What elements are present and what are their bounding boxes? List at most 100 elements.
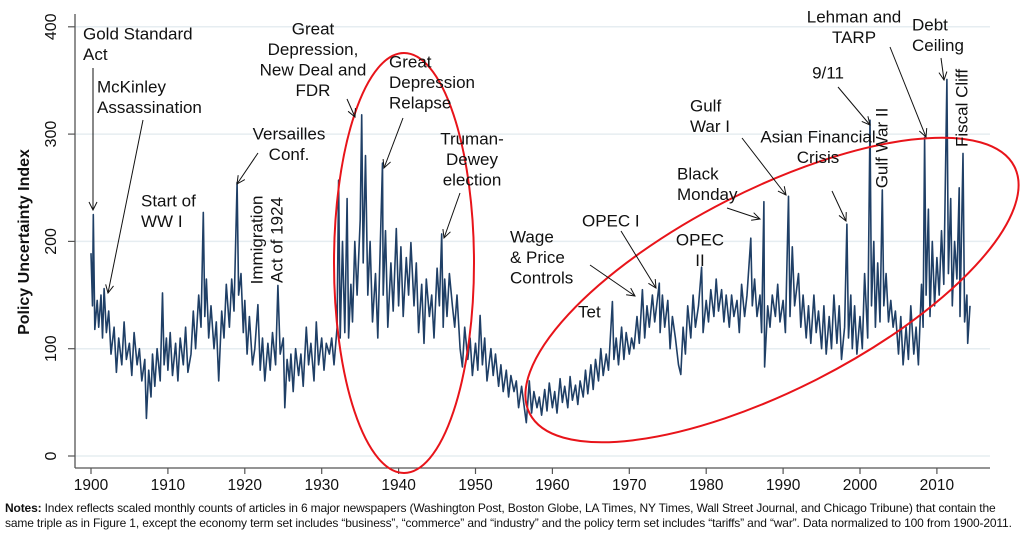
annotation-label: Act of 1924: [267, 197, 286, 283]
annotation-label: Relapse: [389, 93, 451, 112]
annotation-arrow: [620, 230, 656, 288]
annotation: 9/11: [812, 63, 870, 125]
x-tick-label: 2010: [920, 477, 955, 494]
notes-text: Index reflects scaled monthly counts of …: [5, 501, 1012, 530]
annotation-label: TARP: [832, 28, 876, 47]
x-tick-label: 1900: [74, 477, 109, 494]
annotation: Great Depression,New Deal and FDR: [260, 19, 366, 117]
annotation-label: & Price: [510, 248, 565, 267]
y-axis-label: Policy Uncertainty Index: [16, 149, 33, 335]
series-line: [90, 78, 971, 424]
annotation-label: Lehman and: [807, 7, 902, 26]
annotation-arrow: [741, 137, 786, 195]
x-tick-label: 1920: [228, 477, 263, 494]
annotation-label: Immigration: [247, 196, 266, 285]
annotation-label: OPEC I: [582, 211, 640, 230]
annotation-arrow: [889, 46, 926, 137]
annotation-label: War I: [690, 117, 730, 136]
annotation: Gulf War I: [690, 96, 786, 195]
x-tick-label: 1980: [689, 477, 724, 494]
y-tick-label: 200: [43, 228, 60, 255]
annotation-arrow: [346, 98, 355, 117]
annotation-arrow: [237, 152, 259, 184]
annotation-label: FDR: [296, 81, 331, 100]
annotation-label: Tet: [578, 302, 601, 321]
notes-label: Notes:: [5, 501, 42, 515]
annotation-label: Depression,: [268, 40, 359, 59]
annotation-label: Truman-: [440, 129, 504, 148]
highlight-ellipse-modern: [524, 136, 1020, 444]
annotation-label: Conf.: [269, 145, 310, 164]
annotation-arrow: [831, 190, 846, 221]
annotation: Gulf War II: [872, 108, 891, 189]
annotation: Asian Financial Crisis: [760, 127, 876, 221]
figure-notes: Notes: Index reflects scaled monthly cou…: [5, 501, 1020, 531]
annotation: OPEC I: [582, 211, 656, 288]
annotation-label: Fiscal Cliff: [952, 69, 971, 147]
annotation-label: Gold Standard: [83, 24, 193, 43]
annotation-arrow: [941, 57, 944, 80]
annotation-label: 9/11: [812, 63, 844, 82]
x-tick-label: 1950: [458, 477, 493, 494]
annotation: Immigration Act of 1924: [247, 196, 286, 285]
annotation-arrow: [726, 207, 760, 219]
annotation-arrow: [384, 117, 404, 168]
y-tick-label: 300: [43, 121, 60, 148]
annotation: OPEC II: [676, 230, 724, 270]
x-tick-label: 2000: [843, 477, 878, 494]
annotations: Gold Standard Act McKinley Assassination Sta…: [83, 7, 971, 321]
y-tick-label: 0: [43, 451, 60, 460]
annotation-label: Gulf: [690, 96, 721, 115]
policy-uncertainty-chart: 0 100 200 300 400 1900 1910 1920 1930 1940 1950 196…: [16, 7, 1020, 494]
y-tick-label: 100: [43, 335, 60, 362]
annotation: Black Monday: [677, 164, 760, 219]
annotation-label: Great: [389, 52, 432, 71]
annotation-label: McKinley: [97, 77, 166, 96]
uncertainty-index-line: [90, 78, 971, 424]
annotation-label: Assassination: [97, 98, 202, 117]
annotation-label: Depression: [389, 73, 475, 92]
annotation-arrow: [444, 192, 461, 238]
annotation-arrow: [589, 264, 635, 296]
annotation-label: election: [443, 170, 502, 189]
annotation-label: Wage: [510, 227, 554, 246]
x-tick-label: 1960: [535, 477, 570, 494]
annotation: Start of WW I: [141, 191, 196, 231]
annotation-label: Start of: [141, 191, 196, 210]
annotation-label: Dewey: [446, 150, 498, 169]
annotation: Gold Standard Act: [83, 24, 193, 210]
annotation-label: Crisis: [797, 148, 840, 167]
highlight-ellipses: [333, 52, 1020, 474]
annotation: Tet: [578, 302, 601, 321]
x-tick-label: 1970: [612, 477, 647, 494]
annotation-label: Monday: [677, 185, 738, 204]
annotation-arrow: [108, 119, 144, 293]
annotation: Fiscal Cliff: [952, 69, 971, 147]
annotation-label: Versailles: [253, 124, 326, 143]
annotation-label: WW I: [141, 212, 183, 231]
x-tick-label: 1940: [381, 477, 416, 494]
axes: 0 100 200 300 400 1900 1910 1920 1930 1940 1950 196…: [43, 13, 990, 494]
annotation-label: Gulf War II: [872, 108, 891, 189]
annotation: Debt Ceiling: [912, 15, 964, 80]
annotation-label: Act: [83, 45, 108, 64]
annotation-label: Black: [677, 164, 719, 183]
annotation-label: Debt: [912, 15, 948, 34]
annotation-label: II: [695, 251, 704, 270]
annotation-label: Controls: [510, 268, 573, 287]
annotation-label: Asian Financial: [760, 127, 875, 146]
highlight-ellipse-depression: [333, 52, 475, 474]
annotation: McKinley Assassination: [97, 77, 202, 293]
y-tick-label: 400: [43, 13, 60, 40]
x-tick-label: 1910: [151, 477, 186, 494]
gridlines: [75, 26, 990, 457]
annotation-label: Ceiling: [912, 36, 964, 55]
annotation-label: Great: [292, 19, 335, 38]
x-tick-label: 1990: [766, 477, 801, 494]
x-tick-label: 1930: [304, 477, 339, 494]
annotation-label: OPEC: [676, 230, 724, 249]
annotation: Lehman and TARP: [807, 7, 926, 137]
